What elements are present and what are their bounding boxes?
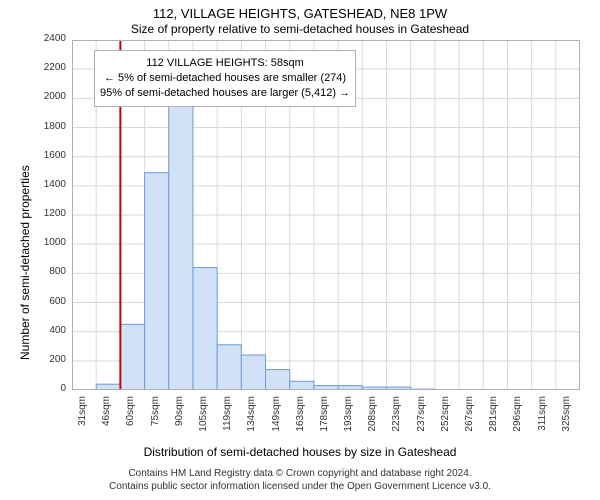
x-tick-label: 296sqm bbox=[512, 396, 523, 456]
y-tick-label: 800 bbox=[0, 266, 66, 277]
x-tick-label: 237sqm bbox=[416, 396, 427, 456]
y-tick-label: 0 bbox=[0, 383, 66, 394]
histogram-bar bbox=[217, 345, 241, 390]
x-tick-label: 163sqm bbox=[295, 396, 306, 456]
x-tick-label: 325sqm bbox=[561, 396, 572, 456]
y-tick-label: 400 bbox=[0, 325, 66, 336]
y-tick-label: 1800 bbox=[0, 121, 66, 132]
y-tick-label: 2000 bbox=[0, 91, 66, 102]
footer-text: Contains HM Land Registry data © Crown c… bbox=[0, 468, 600, 493]
x-tick-label: 252sqm bbox=[440, 396, 451, 456]
x-tick-label: 267sqm bbox=[464, 396, 475, 456]
x-tick-label: 281sqm bbox=[488, 396, 499, 456]
histogram-bar bbox=[290, 381, 314, 390]
x-tick-label: 31sqm bbox=[77, 396, 88, 456]
y-tick-label: 200 bbox=[0, 354, 66, 365]
chart-subtitle: Size of property relative to semi-detach… bbox=[0, 22, 600, 36]
x-tick-label: 178sqm bbox=[319, 396, 330, 456]
histogram-bar bbox=[120, 324, 144, 390]
x-tick-label: 119sqm bbox=[222, 396, 233, 456]
y-tick-label: 1400 bbox=[0, 179, 66, 190]
y-tick-label: 1600 bbox=[0, 150, 66, 161]
chart-title: 112, VILLAGE HEIGHTS, GATESHEAD, NE8 1PW bbox=[0, 6, 600, 21]
y-tick-label: 1000 bbox=[0, 237, 66, 248]
histogram-bar bbox=[193, 268, 217, 391]
x-tick-label: 223sqm bbox=[391, 396, 402, 456]
y-tick-label: 2400 bbox=[0, 33, 66, 44]
info-line-1: 112 VILLAGE HEIGHTS: 58sqm bbox=[100, 56, 350, 71]
x-tick-label: 311sqm bbox=[537, 396, 548, 456]
x-tick-label: 60sqm bbox=[125, 396, 136, 456]
histogram-bar bbox=[241, 355, 265, 390]
x-tick-label: 75sqm bbox=[150, 396, 161, 456]
info-box: 112 VILLAGE HEIGHTS: 58sqm ← 5% of semi-… bbox=[94, 50, 356, 107]
y-tick-label: 1200 bbox=[0, 208, 66, 219]
info-line-2: ← 5% of semi-detached houses are smaller… bbox=[100, 71, 350, 86]
x-tick-label: 149sqm bbox=[271, 396, 282, 456]
y-tick-label: 2200 bbox=[0, 62, 66, 73]
chart-container: 112, VILLAGE HEIGHTS, GATESHEAD, NE8 1PW… bbox=[0, 0, 600, 500]
footer-line-1: Contains HM Land Registry data © Crown c… bbox=[128, 468, 471, 479]
x-tick-label: 46sqm bbox=[101, 396, 112, 456]
info-line-3: 95% of semi-detached houses are larger (… bbox=[100, 86, 350, 101]
x-tick-label: 208sqm bbox=[367, 396, 378, 456]
histogram-bar bbox=[145, 173, 169, 390]
x-tick-label: 193sqm bbox=[343, 396, 354, 456]
histogram-bar bbox=[169, 101, 193, 390]
x-tick-label: 90sqm bbox=[174, 396, 185, 456]
x-tick-label: 134sqm bbox=[246, 396, 257, 456]
histogram-bar bbox=[266, 370, 290, 390]
footer-line-2: Contains public sector information licen… bbox=[109, 481, 491, 492]
x-tick-label: 105sqm bbox=[198, 396, 209, 456]
y-tick-label: 600 bbox=[0, 296, 66, 307]
